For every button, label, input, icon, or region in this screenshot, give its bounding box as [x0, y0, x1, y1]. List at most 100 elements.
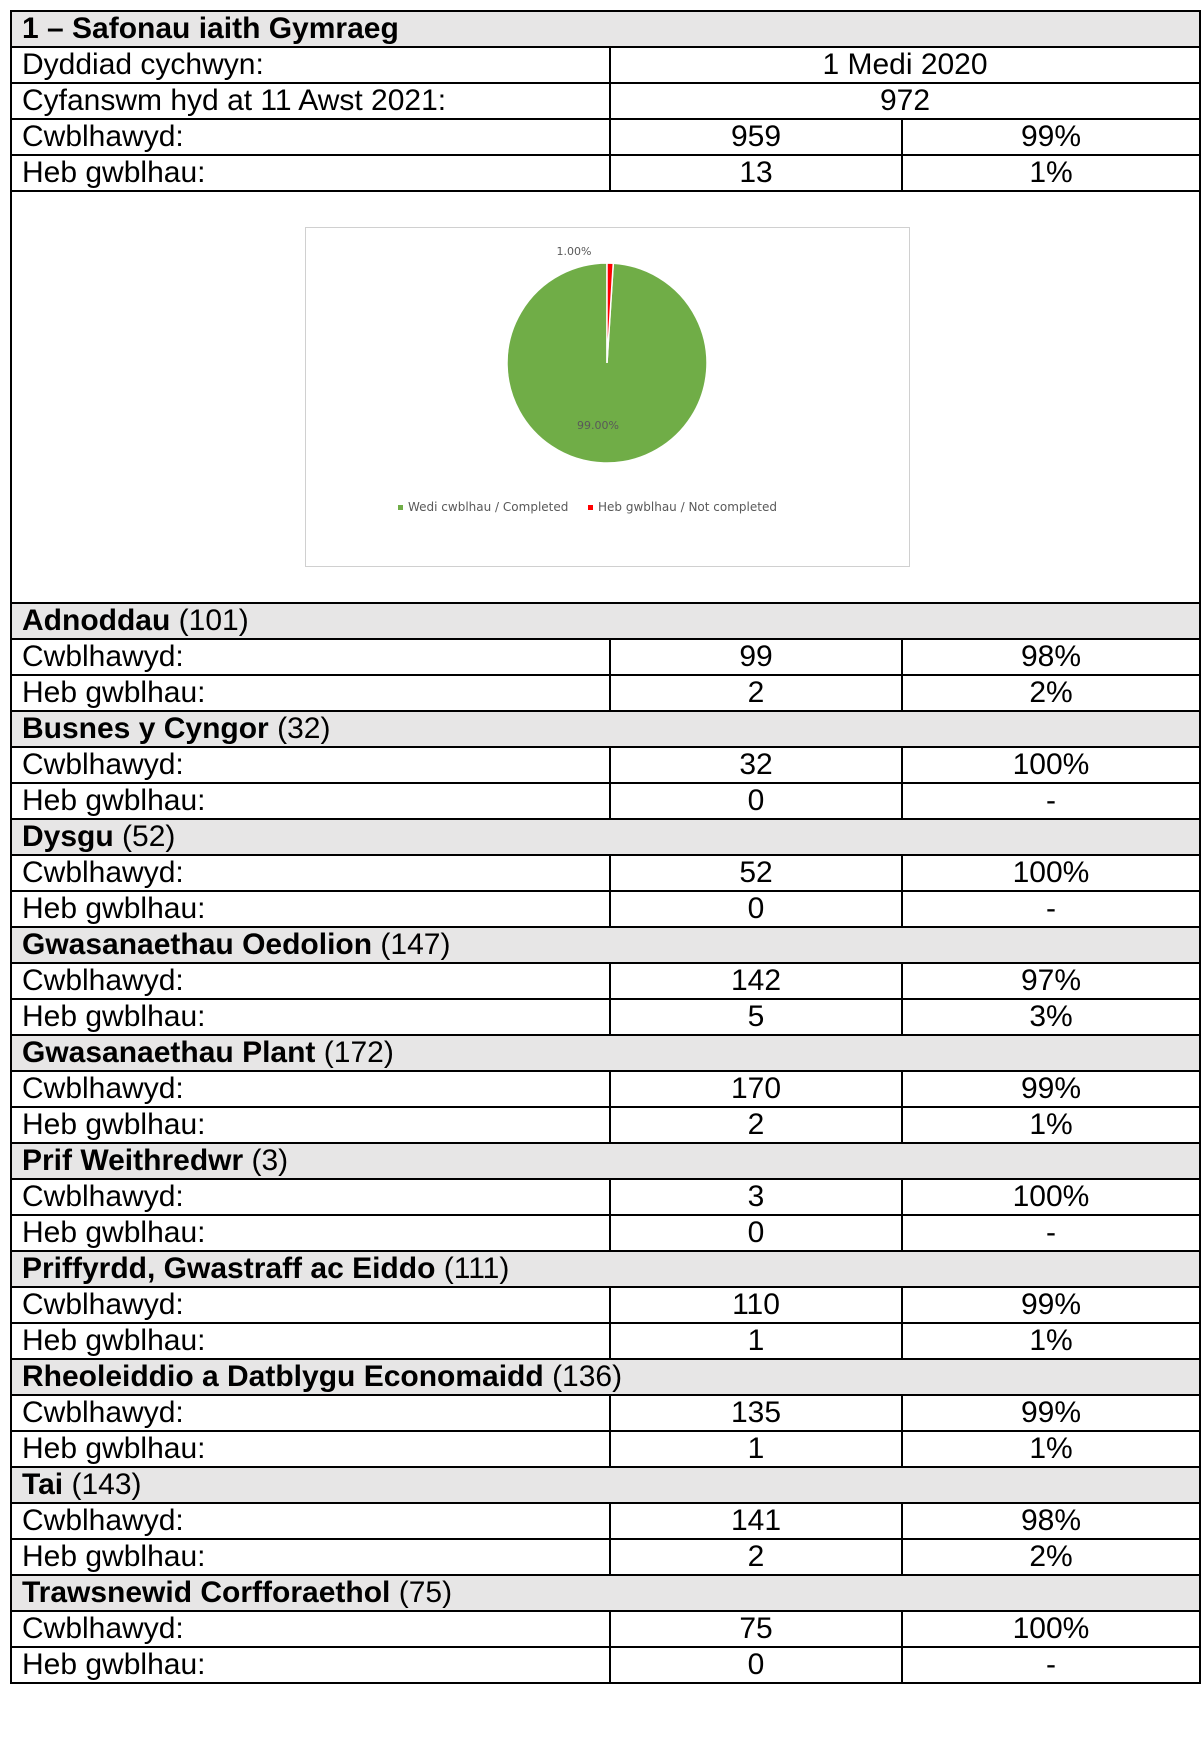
row-count: 0	[609, 890, 903, 928]
row-label: Cwblhawyd:	[10, 1286, 611, 1324]
row-percent: 100%	[901, 854, 1201, 892]
summary-not-completed-pct: 1%	[901, 154, 1201, 192]
summary-completed-row: Cwblhawyd: 959 99%	[10, 118, 1201, 156]
row-label: Cwblhawyd:	[10, 962, 611, 1000]
row-count: 0	[609, 1214, 903, 1252]
row-percent: -	[901, 1646, 1201, 1684]
department-total: (32)	[277, 712, 331, 745]
department-completed-row: Cwblhawyd: 135 99%	[10, 1394, 1201, 1432]
row-label: Heb gwblhau:	[10, 1646, 611, 1684]
report-table: 1 – Safonau iaith Gymraeg Dyddiad cychwy…	[10, 10, 1201, 1684]
department-not-completed-row: Heb gwblhau: 0-	[10, 890, 1201, 928]
row-label: Cwblhawyd:	[10, 854, 611, 892]
summary-not-completed-count: 13	[609, 154, 903, 192]
row-label: Cwblhawyd:	[10, 1178, 611, 1216]
department-name: Gwasanaethau Plant	[22, 1036, 316, 1069]
department-not-completed-row: Heb gwblhau: 0-	[10, 782, 1201, 820]
row-label: Heb gwblhau:	[10, 1322, 611, 1360]
department-not-completed-row: Heb gwblhau: 1 1%	[10, 1430, 1201, 1468]
row-percent: 98%	[901, 638, 1201, 676]
department-total: (75)	[398, 1576, 453, 1609]
chart-cell: 99.00% 1.00% Wedi cwblhau / Completed Heb g…	[10, 190, 1201, 604]
row-label: Heb gwblhau:	[10, 1214, 611, 1252]
department-not-completed-row: Heb gwblhau: 2 2%	[10, 1538, 1201, 1576]
department-completed-row: Cwblhawyd: 3 100%	[10, 1178, 1201, 1216]
row-percent: 99%	[901, 1070, 1201, 1108]
row-count: 99	[609, 638, 903, 676]
department-completed-row: Cwblhawyd: 141 98%	[10, 1502, 1201, 1540]
department-total: (172)	[323, 1036, 394, 1069]
department-header-row: Gwasanaethau Plant (172)	[10, 1034, 1201, 1072]
department-name: Adnoddau	[22, 604, 171, 637]
report-title: 1 – Safonau iaith Gymraeg	[10, 10, 1201, 48]
row-count: 110	[609, 1286, 903, 1324]
summary-completed-pct: 99%	[901, 118, 1201, 156]
row-label: Cwblhawyd:	[10, 638, 611, 676]
department-header: Gwasanaethau Oedolion (147)	[10, 926, 1201, 964]
department-header-row: Gwasanaethau Oedolion (147)	[10, 926, 1201, 964]
row-count: 5	[609, 998, 903, 1036]
department-name: Prif Weithredwr	[22, 1144, 244, 1177]
department-header-row: Trawsnewid Corfforaethol (75)	[10, 1574, 1201, 1612]
department-completed-row: Cwblhawyd: 52 100%	[10, 854, 1201, 892]
row-count: 135	[609, 1394, 903, 1432]
department-total: (52)	[122, 820, 176, 853]
department-header-row: Tai (143)	[10, 1466, 1201, 1504]
department-header-row: Rheoleiddio a Datblygu Economaidd (136)	[10, 1358, 1201, 1396]
start-date-value: 1 Medi 2020	[609, 46, 1201, 84]
row-percent: 2%	[901, 674, 1201, 712]
total-value: 972	[609, 82, 1201, 120]
department-total: (136)	[552, 1360, 623, 1393]
department-not-completed-row: Heb gwblhau: 5 3%	[10, 998, 1201, 1036]
total-label: Cyfanswm hyd at 11 Awst 2021:	[10, 82, 611, 120]
department-total: (143)	[71, 1468, 142, 1501]
department-header-row: Dysgu (52)	[10, 818, 1201, 856]
row-percent: 2%	[901, 1538, 1201, 1576]
start-date-label: Dyddiad cychwyn:	[10, 46, 611, 84]
row-percent: -	[901, 1214, 1201, 1252]
row-count: 75	[609, 1610, 903, 1648]
department-name: Rheoleiddio a Datblygu Economaidd	[22, 1360, 544, 1393]
row-count: 32	[609, 746, 903, 784]
summary-completed-count: 959	[609, 118, 903, 156]
department-name: Dysgu	[22, 820, 114, 853]
department-name: Gwasanaethau Oedolion	[22, 928, 373, 961]
row-percent: -	[901, 782, 1201, 820]
department-total: (147)	[380, 928, 451, 961]
legend-swatch	[398, 505, 403, 510]
department-header: Dysgu (52)	[10, 818, 1201, 856]
department-header: Gwasanaethau Plant (172)	[10, 1034, 1201, 1072]
row-count: 52	[609, 854, 903, 892]
title-row: 1 – Safonau iaith Gymraeg	[10, 10, 1201, 48]
row-label: Cwblhawyd:	[10, 1610, 611, 1648]
department-completed-row: Cwblhawyd: 170 99%	[10, 1070, 1201, 1108]
row-count: 2	[609, 674, 903, 712]
legend-label: Heb gwblhau / Not completed	[598, 500, 777, 514]
pie-chart-svg: 99.00% 1.00% Wedi cwblhau / Completed Heb g…	[398, 245, 777, 514]
department-name: Tai	[22, 1468, 64, 1501]
department-header-row: Priffyrdd, Gwastraff ac Eiddo (111)	[10, 1250, 1201, 1288]
row-label: Cwblhawyd:	[10, 1070, 611, 1108]
row-count: 141	[609, 1502, 903, 1540]
row-count: 1	[609, 1430, 903, 1468]
department-completed-row: Cwblhawyd: 99 98%	[10, 638, 1201, 676]
department-not-completed-row: Heb gwblhau: 0-	[10, 1214, 1201, 1252]
pie-slice	[606, 262, 615, 364]
department-name: Priffyrdd, Gwastraff ac Eiddo	[22, 1252, 436, 1285]
row-label: Heb gwblhau:	[10, 1538, 611, 1576]
department-header-row: Adnoddau (101)	[10, 602, 1201, 640]
row-label: Cwblhawyd:	[10, 1502, 611, 1540]
department-header: Rheoleiddio a Datblygu Economaidd (136)	[10, 1358, 1201, 1396]
row-label: Heb gwblhau:	[10, 890, 611, 928]
row-percent: 97%	[901, 962, 1201, 1000]
department-header: Tai (143)	[10, 1466, 1201, 1504]
row-percent: 3%	[901, 998, 1201, 1036]
pie-data-label-completed: 99.00%	[577, 419, 619, 432]
total-row: Cyfanswm hyd at 11 Awst 2021: 972	[10, 82, 1201, 120]
department-completed-row: Cwblhawyd: 75 100%	[10, 1610, 1201, 1648]
row-label: Cwblhawyd:	[10, 746, 611, 784]
department-header: Trawsnewid Corfforaethol (75)	[10, 1574, 1201, 1612]
department-total: (3)	[251, 1144, 289, 1177]
row-label: Heb gwblhau:	[10, 1430, 611, 1468]
row-label: Heb gwblhau:	[10, 674, 611, 712]
